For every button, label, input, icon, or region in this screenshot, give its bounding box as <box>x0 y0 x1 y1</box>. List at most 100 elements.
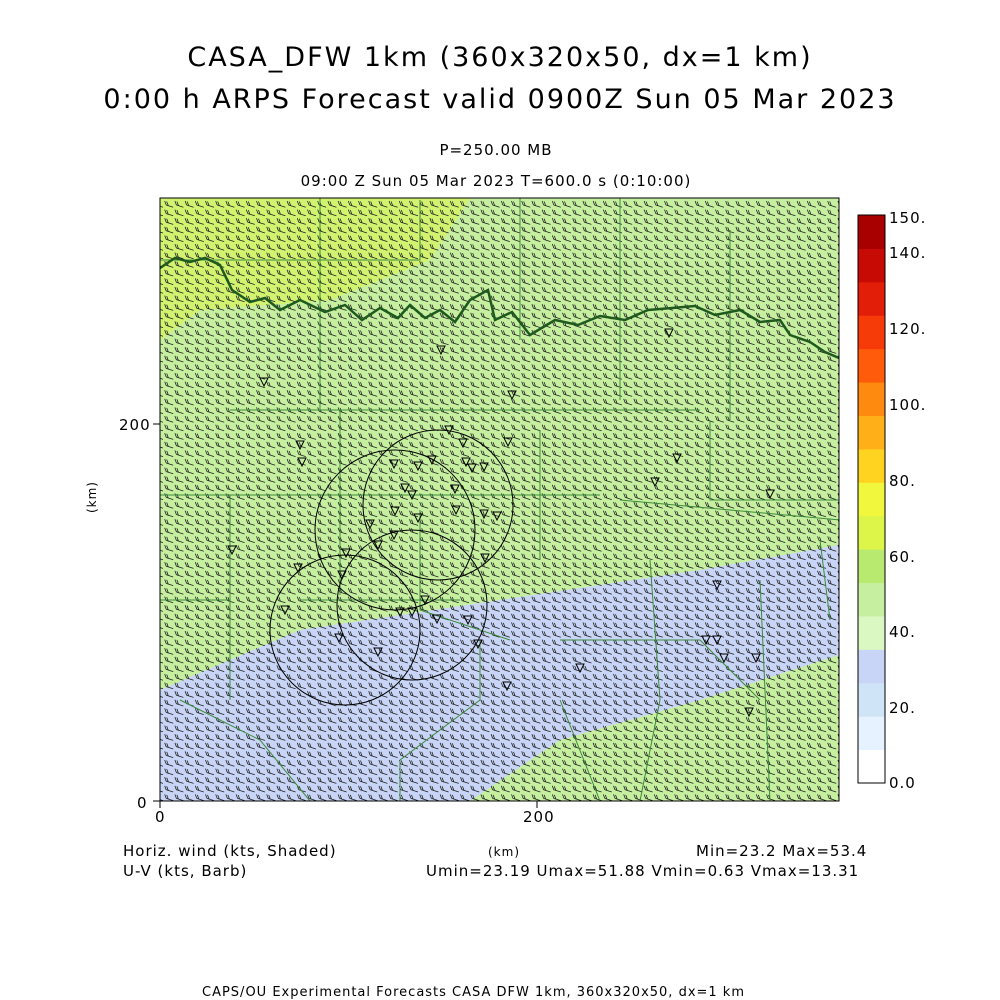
station-marker <box>751 653 761 664</box>
station-marker <box>461 457 471 468</box>
station-marker <box>712 635 722 646</box>
colorbar-label: 0.0 <box>889 774 916 792</box>
x-tick-0: 0 <box>155 808 166 826</box>
y-tick-0: 0 <box>137 794 148 812</box>
station-marker <box>479 462 489 473</box>
colorbar-swatch <box>858 515 885 550</box>
colorbar-label: 60. <box>889 548 916 566</box>
colorbar-swatch <box>858 716 885 751</box>
station-marker <box>390 506 400 517</box>
colorbar-swatch <box>858 382 885 416</box>
station-marker <box>293 563 303 574</box>
station-marker <box>337 570 347 581</box>
station-marker <box>420 595 430 606</box>
station-marker <box>413 461 423 472</box>
y-axis-unit: (km) <box>85 480 100 514</box>
station-marker <box>341 548 351 559</box>
station-marker <box>444 425 454 436</box>
colorbar-swatch <box>858 749 885 784</box>
station-marker <box>473 639 483 650</box>
station-marker <box>458 438 468 449</box>
footer-credit: CAPS/OU Experimental Forecasts CASA DFW … <box>202 985 746 1000</box>
station-marker <box>503 437 513 448</box>
pressure-level-label: P=250.00 MB <box>439 141 553 159</box>
axis-ticks <box>153 423 538 808</box>
colorbar-swatch <box>858 315 885 350</box>
station-marker <box>373 647 383 658</box>
station-marker <box>407 490 417 501</box>
colorbar-label: 140. <box>889 244 926 262</box>
colorbar-label: 120. <box>889 320 926 338</box>
station-marker <box>672 453 682 464</box>
station-marker <box>365 519 375 530</box>
station-marker <box>450 484 460 495</box>
colorbar-swatch <box>858 448 885 483</box>
colorbar-label: 100. <box>889 396 926 414</box>
station-marker <box>227 545 237 556</box>
station-marker <box>297 457 307 468</box>
station-marker <box>395 607 405 618</box>
county-boundaries <box>160 198 839 801</box>
x-tick-200: 200 <box>523 808 555 826</box>
plot-title-line2: 0:00 h ARPS Forecast valid 0900Z Sun 05 … <box>103 84 897 115</box>
legend-field-shaded: Horiz. wind (kts, Shaded) <box>123 842 337 860</box>
colorbar-swatch <box>858 549 885 584</box>
station-marker <box>389 459 399 470</box>
uv-stats-label: Umin=23.19 Umax=51.88 Vmin=0.63 Vmax=13.… <box>426 862 860 880</box>
station-marker <box>744 707 754 718</box>
min-max-label: Min=23.2 Max=53.4 <box>696 842 868 860</box>
station-marker <box>451 505 461 516</box>
station-marker <box>334 633 344 644</box>
red-river-boundary <box>160 256 839 360</box>
colorbar-swatch <box>858 615 885 650</box>
plot-title-line1: CASA_DFW 1km (360x320x50, dx=1 km) <box>187 42 813 73</box>
station-marker <box>712 580 722 591</box>
colorbar-swatch <box>858 348 885 383</box>
colorbar-swatch <box>858 582 885 617</box>
station-marker <box>389 530 399 541</box>
colorbar-swatch <box>858 248 885 283</box>
station-marker <box>492 511 502 522</box>
plot-frame <box>159 197 840 802</box>
station-marker <box>480 553 490 564</box>
colorbar-swatch <box>858 482 885 517</box>
colorbar-frame <box>857 214 886 784</box>
colorbar: 150. 140. 120. 100. 80. 60. 40. 20. 0.0 <box>857 209 926 792</box>
station-marker <box>280 605 290 616</box>
wind-shade-20-30 <box>160 545 839 801</box>
legend-field-barb: U-V (kts, Barb) <box>123 862 248 880</box>
station-marker <box>765 489 775 500</box>
colorbar-label: 20. <box>889 699 916 717</box>
colorbar-label: 150. <box>889 209 926 227</box>
station-marker <box>436 345 446 356</box>
station-marker <box>467 463 477 474</box>
station-marker <box>719 653 729 664</box>
station-markers <box>227 328 775 718</box>
wind-shade-50-60 <box>160 198 470 340</box>
station-marker <box>507 390 517 401</box>
colorbar-swatch <box>858 281 885 316</box>
station-marker <box>479 509 489 520</box>
station-marker <box>427 455 437 466</box>
station-marker <box>650 477 660 488</box>
map-area <box>160 198 839 801</box>
station-marker <box>463 615 473 626</box>
colorbar-swatch <box>858 415 885 450</box>
station-marker <box>432 614 442 625</box>
station-marker <box>502 681 512 692</box>
colorbar-swatch <box>858 649 885 684</box>
station-marker <box>407 607 417 618</box>
valid-time-label: 09:00 Z Sun 05 Mar 2023 T=600.0 s (0:10:… <box>300 172 692 190</box>
y-tick-200: 200 <box>119 416 151 434</box>
station-marker <box>295 440 305 451</box>
colorbar-label: 80. <box>889 472 916 490</box>
station-marker <box>701 635 711 646</box>
colorbar-label: 40. <box>889 623 916 641</box>
station-marker <box>373 540 383 551</box>
colorbar-swatch <box>858 215 885 249</box>
colorbar-swatch <box>858 682 885 717</box>
station-marker <box>575 663 585 674</box>
station-marker <box>259 377 269 388</box>
station-marker <box>413 513 423 524</box>
